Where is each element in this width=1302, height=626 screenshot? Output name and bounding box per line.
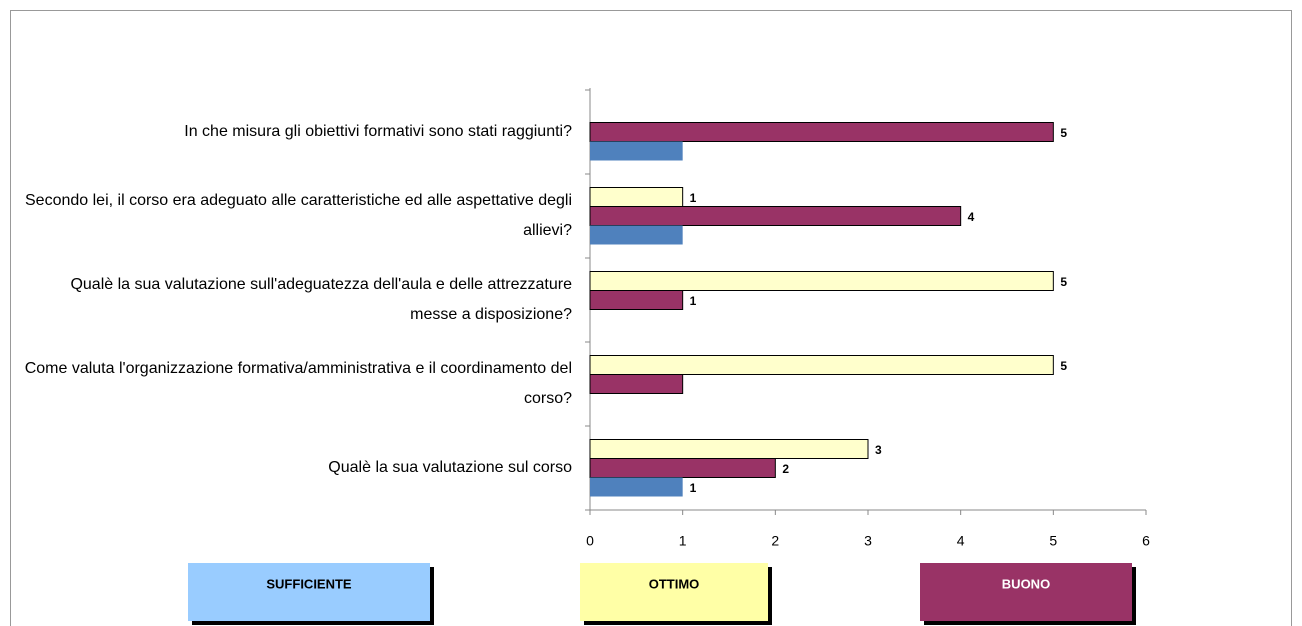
legend-label: BUONO: [1002, 576, 1050, 591]
x-tick-label: 6: [1142, 533, 1150, 549]
value-label: 1: [690, 481, 697, 495]
legend-swatch: [188, 563, 430, 621]
value-label: 2: [782, 462, 789, 476]
bar: [589, 355, 1054, 375]
value-label: 1: [690, 294, 697, 308]
x-tick-label: 1: [679, 533, 687, 549]
bar: [589, 290, 684, 310]
x-tick-label: 0: [586, 533, 594, 549]
x-tick-label: 3: [864, 533, 872, 549]
category-label: Qualè la sua valutazione sull'adeguatezz…: [70, 276, 572, 323]
chart-frame: [10, 10, 1292, 626]
bar: [589, 187, 684, 207]
legend-label: SUFFICIENTE: [266, 576, 352, 591]
bar: [590, 141, 683, 161]
legend-label: OTTIMO: [649, 576, 700, 591]
value-label: 5: [1060, 275, 1067, 289]
value-label: 3: [875, 443, 882, 457]
bar: [589, 122, 1054, 142]
x-tick-label: 5: [1049, 533, 1057, 549]
bar: [589, 374, 684, 394]
category-label: Secondo lei, il corso era adeguato alle …: [25, 192, 572, 239]
bar: [589, 439, 869, 459]
x-tick-label: 2: [771, 533, 779, 549]
bar: [589, 458, 776, 478]
value-label: 5: [1060, 126, 1067, 140]
bar: [589, 206, 962, 226]
x-tick-label: 4: [957, 533, 965, 549]
legend-swatch: [580, 563, 768, 621]
bar: [590, 477, 683, 497]
value-label: 4: [968, 210, 975, 224]
legend-swatch: [920, 563, 1132, 621]
category-label: Qualè la sua valutazione sul corso: [328, 459, 572, 476]
value-label: 5: [1060, 359, 1067, 373]
category-label: In che misura gli obiettivi formativi so…: [184, 123, 572, 140]
bar: [590, 225, 683, 245]
category-label: Come valuta l'organizzazione formativa/a…: [25, 360, 572, 407]
value-label: 1: [690, 191, 697, 205]
bar: [589, 271, 1054, 291]
